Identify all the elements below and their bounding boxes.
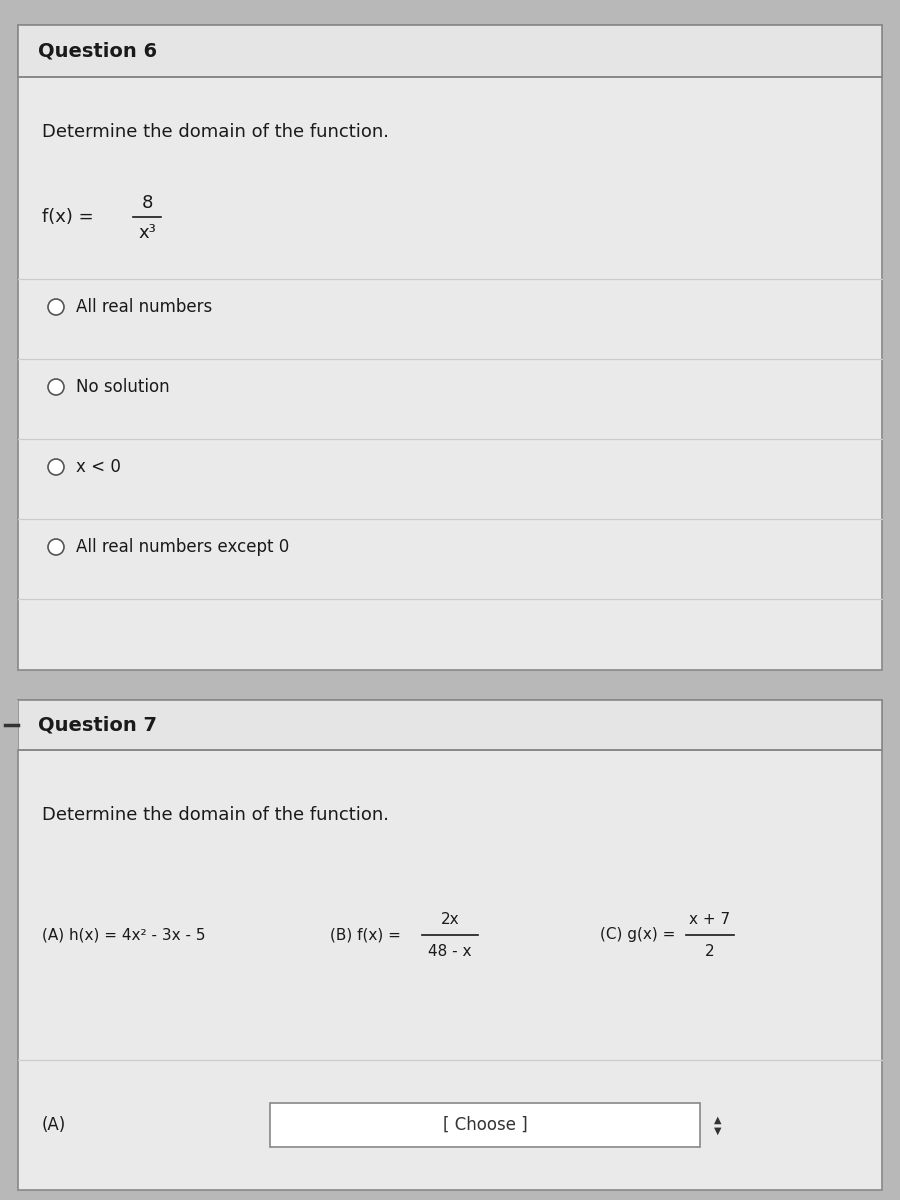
Text: Question 6: Question 6 xyxy=(38,42,157,60)
Bar xyxy=(0,700,18,750)
Text: (C) g(x) =: (C) g(x) = xyxy=(600,928,680,942)
Bar xyxy=(18,700,882,750)
Text: (A) h(x) = 4x² - 3x - 5: (A) h(x) = 4x² - 3x - 5 xyxy=(42,928,205,942)
Bar xyxy=(18,700,882,1190)
Text: ▼: ▼ xyxy=(715,1126,722,1136)
Text: All real numbers: All real numbers xyxy=(76,298,212,316)
Bar xyxy=(270,1103,700,1147)
Text: Question 7: Question 7 xyxy=(38,715,157,734)
Bar xyxy=(18,25,882,77)
Text: Determine the domain of the function.: Determine the domain of the function. xyxy=(42,122,389,140)
Text: 48 - x: 48 - x xyxy=(428,943,472,959)
Text: [ Choose ]: [ Choose ] xyxy=(443,1116,527,1134)
Text: No solution: No solution xyxy=(76,378,169,396)
Circle shape xyxy=(48,458,64,475)
Text: x + 7: x + 7 xyxy=(689,912,731,928)
Text: ▲: ▲ xyxy=(715,1115,722,1126)
Text: f(x) =: f(x) = xyxy=(42,208,99,226)
Circle shape xyxy=(48,299,64,314)
Text: x³: x³ xyxy=(138,224,156,242)
Text: Determine the domain of the function.: Determine the domain of the function. xyxy=(42,806,389,824)
Text: 8: 8 xyxy=(141,194,153,212)
Circle shape xyxy=(48,379,64,395)
Text: 2: 2 xyxy=(706,943,715,959)
Text: All real numbers except 0: All real numbers except 0 xyxy=(76,538,289,556)
Text: (B) f(x) =: (B) f(x) = xyxy=(330,928,406,942)
Text: 2x: 2x xyxy=(441,912,459,928)
Circle shape xyxy=(48,539,64,554)
Bar xyxy=(18,25,882,670)
Text: (A): (A) xyxy=(42,1116,67,1134)
Text: x < 0: x < 0 xyxy=(76,458,121,476)
